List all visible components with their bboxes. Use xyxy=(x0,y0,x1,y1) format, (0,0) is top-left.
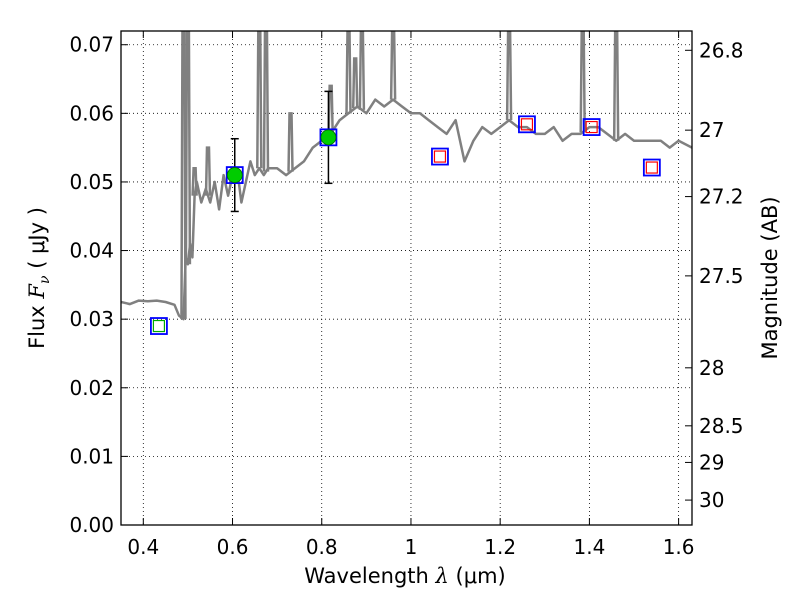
y-tick-label: 0.02 xyxy=(69,376,114,400)
emission-spike xyxy=(204,146,212,196)
emission-spike xyxy=(505,31,513,121)
model-band-square xyxy=(518,115,536,134)
detection-point xyxy=(226,167,243,183)
y-tick-label: 0.03 xyxy=(69,307,114,331)
y2-axis-label: Magnitude (AB) xyxy=(758,196,782,359)
emission-spike xyxy=(579,31,586,133)
sed-curve-group xyxy=(121,31,692,321)
model-band-square xyxy=(431,147,449,166)
mag-tick-label: 30 xyxy=(699,488,724,512)
emission-spike xyxy=(262,31,270,172)
tick-labels: 0.4 0.6 0.8 1 1.2 1.4 1.6 0.00 0.01 0.02 0.03 0.04 0… xyxy=(69,33,743,559)
x-tick-label: 0.6 xyxy=(217,535,249,559)
detection-point xyxy=(320,129,337,146)
plot-frame xyxy=(120,30,693,526)
mag-tick-label: 28 xyxy=(699,356,724,380)
inner-square-marker xyxy=(433,150,447,163)
x-tick-label: 1.4 xyxy=(573,535,605,559)
x-axis-label: Wavelength λ (μm) xyxy=(304,564,505,588)
y-tick-label: 0.05 xyxy=(69,170,114,194)
emission-spike xyxy=(358,31,366,110)
y-tick-label: 0.06 xyxy=(69,101,114,125)
inner-square-marker xyxy=(645,161,658,174)
mag-tick-label: 29 xyxy=(699,450,724,474)
x-tick-label: 0.8 xyxy=(306,535,338,559)
y-tick-label: 0.01 xyxy=(69,444,114,468)
model-band-square xyxy=(225,166,244,184)
y-tick-label: 0.04 xyxy=(69,239,114,263)
sed-curve-layer xyxy=(121,31,692,321)
y-tick-label: 0.00 xyxy=(69,513,114,537)
model-band-square xyxy=(319,128,338,147)
y-axis-label: Flux Fν ( μJy ) xyxy=(25,207,53,349)
emission-spike xyxy=(184,31,192,265)
mag-tick-label: 27.5 xyxy=(699,264,744,288)
model-band-square xyxy=(582,118,601,136)
marker-layer xyxy=(150,90,661,335)
y-tick-label: 0.07 xyxy=(69,33,114,57)
mag-tick-label: 27.2 xyxy=(699,185,744,209)
emission-spike xyxy=(180,31,187,320)
x-tick-label: 0.4 xyxy=(127,535,159,559)
mag-tick-label: 27 xyxy=(699,118,724,142)
inner-square-marker xyxy=(585,120,598,134)
model-band-square xyxy=(150,317,168,335)
model-band-square xyxy=(642,158,661,177)
emission-spike xyxy=(287,112,294,172)
emission-spike xyxy=(345,31,352,114)
emission-spike xyxy=(256,31,263,169)
emission-spike xyxy=(191,166,198,196)
x-tick-label: 1.2 xyxy=(484,535,516,559)
tick-marks xyxy=(121,31,692,526)
sed-model-curve xyxy=(121,98,692,321)
inner-square-marker xyxy=(152,319,166,333)
mag-tick-label: 28.5 xyxy=(699,414,744,438)
x-tick-label: 1 xyxy=(405,535,418,559)
emission-spike xyxy=(351,57,359,109)
inner-square-marker xyxy=(520,118,534,131)
emission-spike xyxy=(389,31,397,100)
mag-tick-label: 26.8 xyxy=(699,38,744,62)
emission-spike xyxy=(612,31,620,141)
x-tick-label: 1.6 xyxy=(663,535,695,559)
